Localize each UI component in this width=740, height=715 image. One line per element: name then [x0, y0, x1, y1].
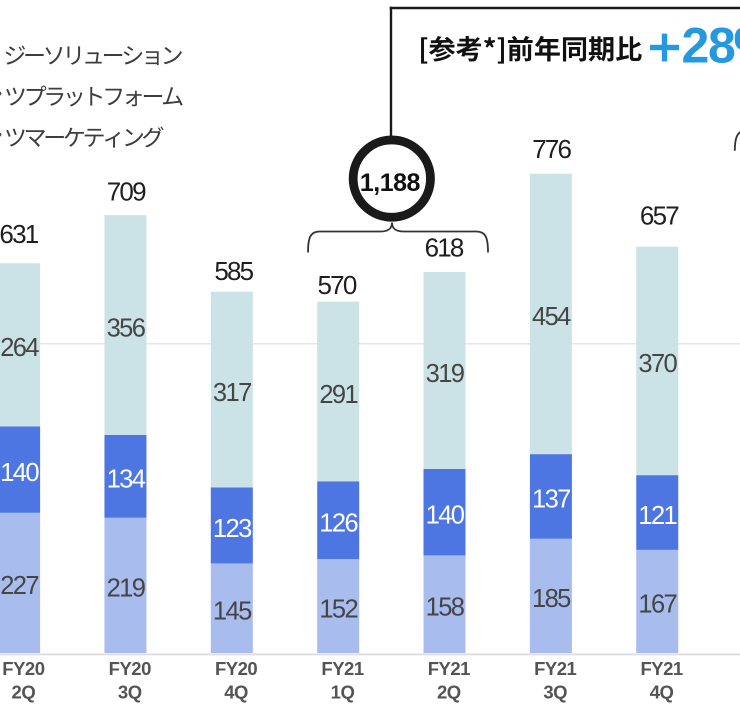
svg-text:2Q: 2Q: [12, 682, 36, 703]
svg-text:123: 123: [213, 515, 252, 543]
svg-text:145: 145: [213, 598, 252, 626]
svg-text:264: 264: [0, 334, 39, 362]
svg-text:134: 134: [107, 466, 146, 494]
svg-text:FY21: FY21: [534, 658, 576, 679]
svg-text:317: 317: [213, 379, 251, 407]
svg-text:FY20: FY20: [215, 658, 257, 679]
svg-text:158: 158: [426, 594, 465, 622]
svg-text:570: 570: [318, 270, 357, 300]
svg-text:140: 140: [426, 501, 465, 529]
svg-text:%: %: [734, 17, 740, 73]
svg-text:126: 126: [319, 510, 358, 538]
svg-text:631: 631: [0, 219, 39, 249]
svg-text:319: 319: [426, 360, 464, 388]
svg-text:356: 356: [107, 314, 146, 342]
svg-text:219: 219: [107, 575, 145, 603]
svg-text:121: 121: [638, 502, 676, 530]
svg-text:585: 585: [214, 256, 253, 286]
svg-text:709: 709: [107, 177, 146, 207]
svg-text:3Q: 3Q: [543, 682, 567, 703]
svg-text:370: 370: [638, 350, 677, 378]
svg-text:137: 137: [532, 486, 570, 514]
svg-text:291: 291: [319, 381, 357, 409]
svg-text:1,188: 1,188: [360, 169, 421, 197]
svg-text:152: 152: [319, 595, 357, 623]
svg-text:FY20: FY20: [109, 658, 151, 679]
svg-text:2: 2: [682, 17, 710, 73]
svg-text:4Q: 4Q: [224, 682, 248, 703]
svg-text:454: 454: [532, 303, 571, 331]
svg-text:776: 776: [532, 134, 571, 164]
svg-text:167: 167: [638, 591, 676, 619]
svg-text:8: 8: [708, 17, 736, 73]
svg-text:185: 185: [532, 585, 571, 613]
svg-text:618: 618: [425, 233, 464, 263]
svg-text:1Q: 1Q: [331, 682, 355, 703]
svg-text:FY21: FY21: [321, 658, 363, 679]
svg-text:657: 657: [640, 201, 679, 231]
svg-text:2Q: 2Q: [437, 682, 461, 703]
svg-text:4Q: 4Q: [650, 682, 674, 703]
svg-text:FY20: FY20: [2, 658, 44, 679]
svg-text:3Q: 3Q: [118, 682, 142, 703]
svg-text:FY21: FY21: [428, 658, 470, 679]
svg-text:227: 227: [0, 572, 38, 600]
svg-text:FY21: FY21: [640, 658, 682, 679]
svg-text:140: 140: [0, 459, 39, 487]
